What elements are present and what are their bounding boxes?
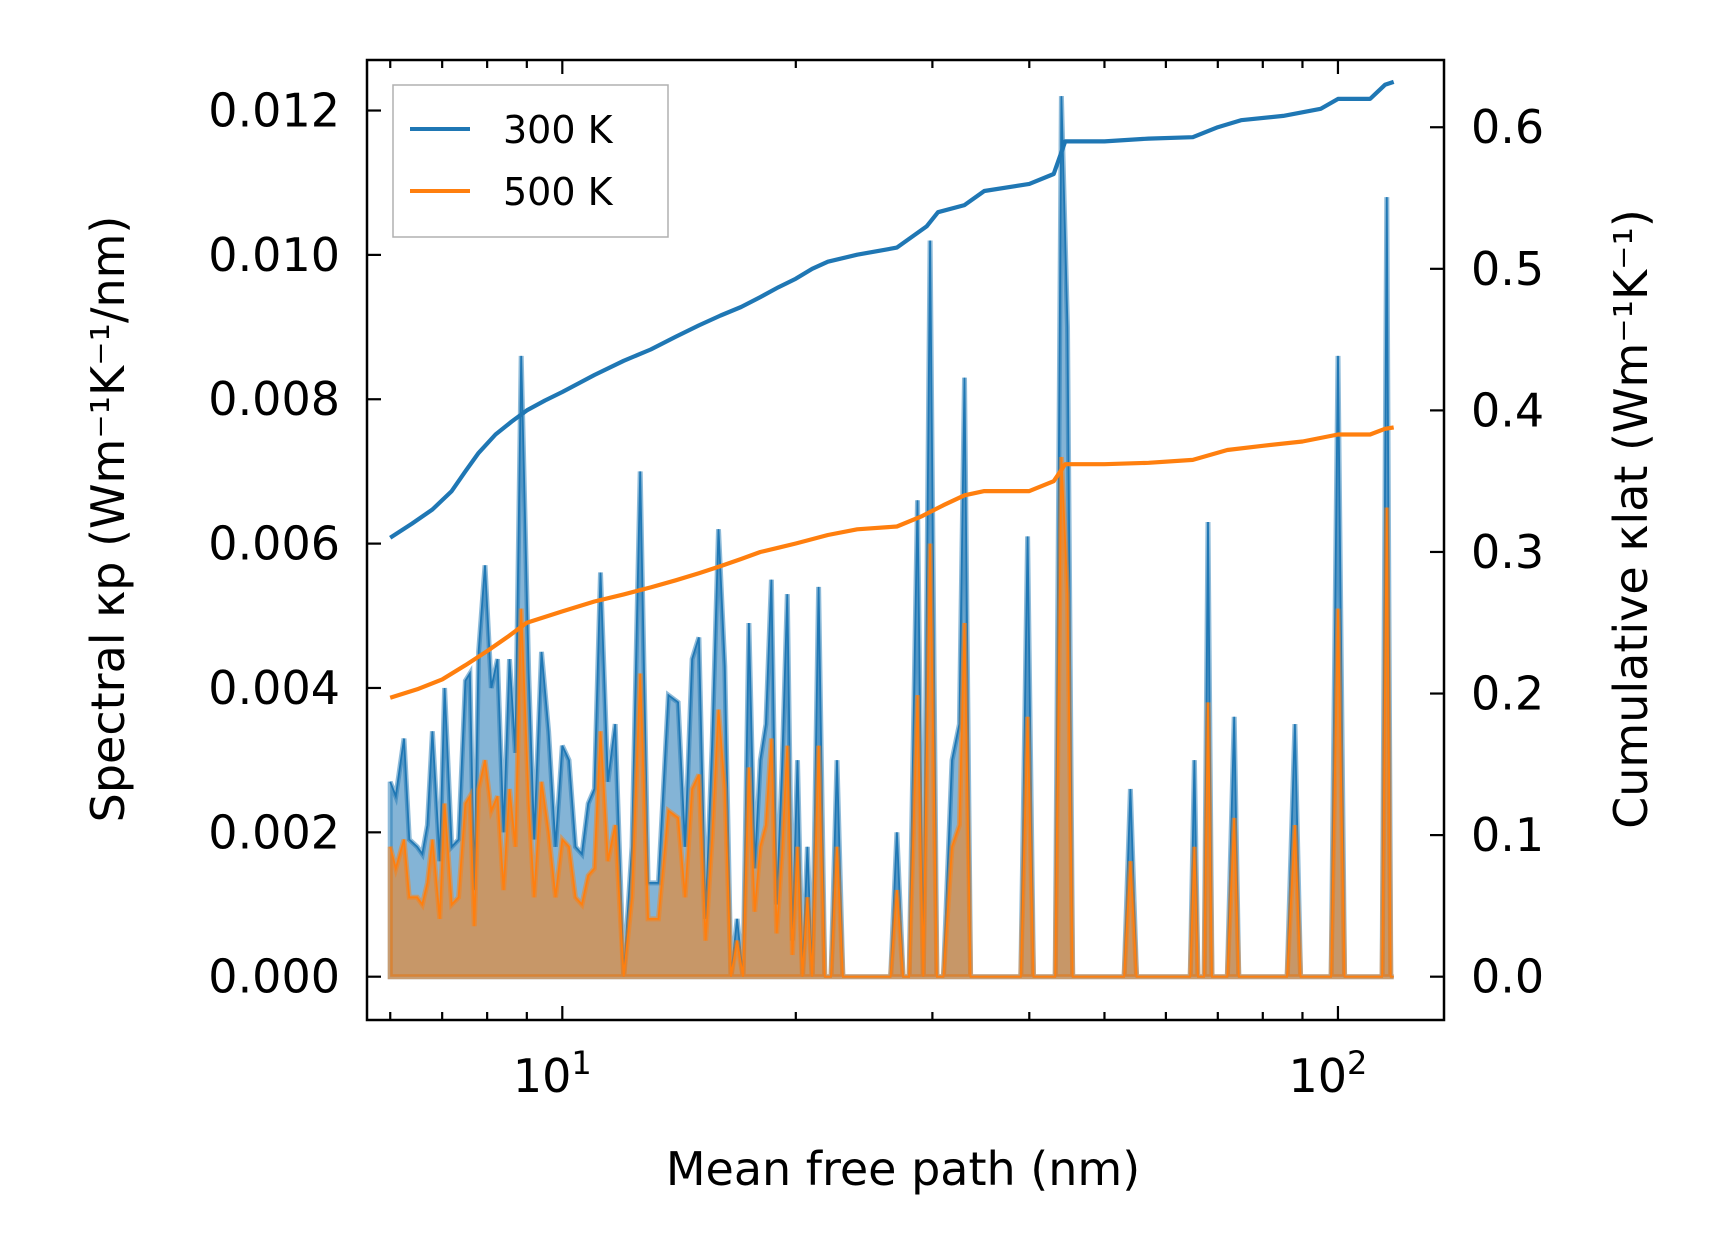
legend: 300 K 500 K xyxy=(392,84,669,238)
right-y-tick-label: 0.3 xyxy=(1471,525,1544,579)
left-y-tick-label: 0.004 xyxy=(208,661,340,715)
axes: 101 1020.0000.0020.0040.0060.0080.0100.01… xyxy=(208,58,1544,1103)
left-y-tick-label: 0.000 xyxy=(208,950,340,1004)
plot-area xyxy=(387,79,1395,980)
left-y-tick-label: 0.010 xyxy=(208,228,340,282)
legend-box xyxy=(392,84,669,238)
left-axis-title: Spectral κp (Wm⁻¹K⁻¹/nm) xyxy=(81,216,135,823)
legend-label-300k: 300 K xyxy=(503,108,614,152)
right-y-tick-label: 0.1 xyxy=(1471,808,1544,862)
left-y-tick-label: 0.012 xyxy=(208,84,340,138)
left-y-tick-label: 0.008 xyxy=(208,372,340,426)
right-y-tick-label: 0.0 xyxy=(1471,950,1544,1004)
plot-frame xyxy=(365,58,1446,1022)
left-y-tick-label: 0.006 xyxy=(208,517,340,571)
spectral-line-500k xyxy=(389,456,1394,978)
right-y-tick-label: 0.5 xyxy=(1471,242,1544,296)
legend-label-500k: 500 K xyxy=(503,170,614,214)
left-y-tick-label: 0.002 xyxy=(208,805,340,859)
right-axis-title: Cumulative κlat (Wm⁻¹K⁻¹) xyxy=(1604,209,1658,829)
right-y-tick-label: 0.6 xyxy=(1471,100,1544,154)
cumulative-line-500k xyxy=(389,425,1395,700)
cumulative-line-300k xyxy=(389,79,1395,540)
right-y-tick-label: 0.4 xyxy=(1471,383,1544,437)
x-axis-title: Mean free path (nm) xyxy=(666,1142,1140,1196)
right-y-tick-label: 0.2 xyxy=(1471,667,1544,721)
